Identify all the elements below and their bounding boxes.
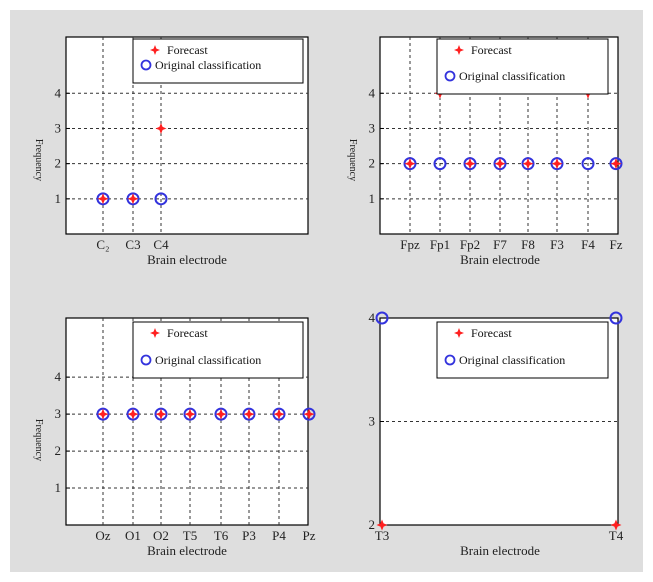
y-tick-label: 1 [55,480,62,495]
legend-forecast-marker [150,45,160,55]
y-tick-label: 4 [55,85,62,100]
legend-original-label: Original classification [155,58,261,72]
legend-original-marker [444,354,456,366]
point-original-classification [609,311,623,325]
legend-forecast-label: Forecast [471,326,512,340]
x-axis-label: Brain electrode [460,252,540,267]
point-forecast [215,408,227,420]
point-forecast [610,519,622,531]
point-forecast [494,158,506,170]
x-tick-label: T6 [214,528,229,543]
point-original-classification [375,311,389,325]
y-tick-label: 3 [55,406,62,421]
point-forecast [184,408,196,420]
legend-forecast-marker [454,328,464,338]
x-tick-label: C₂ [96,237,109,252]
legend-original-marker [444,70,456,82]
y-tick-label: 4 [55,369,62,384]
y-axis-label: Frequency [347,139,358,181]
point-forecast [551,158,563,170]
x-tick-label: T3 [375,528,389,543]
legend-box [436,321,609,379]
x-tick-label: Fp2 [460,237,480,252]
point-original-classification [581,157,595,171]
y-tick-label: 3 [369,414,376,429]
y-tick-label: 4 [369,85,376,100]
x-tick-label: Fp1 [430,237,450,252]
y-tick-label: 4 [369,310,376,325]
legend-original-marker [140,59,152,71]
x-tick-label: Oz [95,528,110,543]
point-forecast [127,408,139,420]
subplot-2: 1 2 3 4 Fpz Fp1 Fp2 F7 F8 F3 F4 Fz Brain electrode Fr… [347,36,623,267]
legend-original-marker [140,354,152,366]
legend-original-label: Original classification [459,353,565,367]
point-forecast [273,408,285,420]
x-axis-label: Brain electrode [147,543,227,558]
subplot-4: 2 3 4 T3 T4 Brain electrode Forecast Original c… [369,310,624,558]
x-tick-label: C3 [125,237,140,252]
point-forecast [522,158,534,170]
legend-forecast-label: Forecast [167,326,208,340]
x-tick-label: F4 [581,237,595,252]
x-tick-label: F7 [493,237,507,252]
y-tick-label: 2 [55,443,62,458]
y-tick-label: 1 [369,191,376,206]
x-tick-label: O1 [125,528,141,543]
x-tick-label: Fz [610,237,623,252]
y-tick-label: 3 [55,120,62,135]
x-tick-label: F8 [521,237,535,252]
x-axis-label: Brain electrode [460,543,540,558]
legend-box [436,38,609,95]
legend: Forecast Original classification [436,38,609,95]
x-tick-label: T5 [183,528,197,543]
y-axis-label: Frequency [33,139,44,181]
legend-forecast-marker [454,45,464,55]
legend-box [132,321,304,379]
x-tick-label: C4 [153,237,169,252]
point-forecast [610,158,622,170]
point-forecast [127,193,139,205]
legend-box [132,38,304,84]
legend: Forecast Original classification [132,321,304,379]
point-original-classification [154,192,168,206]
y-tick-label: 3 [369,120,376,135]
subplot-3: 1 2 3 4 Oz O1 O2 T5 T6 P3 P4 Pz Brain electrode Frequ… [33,317,316,558]
point-forecast [97,408,109,420]
x-tick-label: P4 [272,528,286,543]
y-tick-label: 1 [55,191,62,206]
point-forecast [404,158,416,170]
point-forecast [97,193,109,205]
point-forecast [376,519,388,531]
y-tick-label: 2 [55,156,62,171]
x-tick-label: P3 [242,528,256,543]
point-forecast [243,408,255,420]
x-tick-label: F3 [550,237,564,252]
legend-forecast-label: Forecast [471,43,512,57]
legend: Forecast Original classification [436,321,609,379]
point-forecast [155,123,167,134]
y-axis-label: Frequency [33,419,44,461]
legend-forecast-marker [150,328,160,338]
legend-original-label: Original classification [155,353,261,367]
x-tick-label: T4 [609,528,624,543]
legend-forecast-label: Forecast [167,43,208,57]
point-forecast [464,158,476,170]
x-tick-label: Fpz [400,237,420,252]
point-forecast [303,408,315,420]
legend-original-label: Original classification [459,69,565,83]
y-tick-label: 2 [369,156,376,171]
point-forecast [155,408,167,420]
x-axis-label: Brain electrode [147,252,227,267]
y-tick-label: 2 [369,517,376,532]
point-original-classification [433,157,447,171]
x-tick-label: O2 [153,528,169,543]
x-tick-label: Pz [303,528,316,543]
